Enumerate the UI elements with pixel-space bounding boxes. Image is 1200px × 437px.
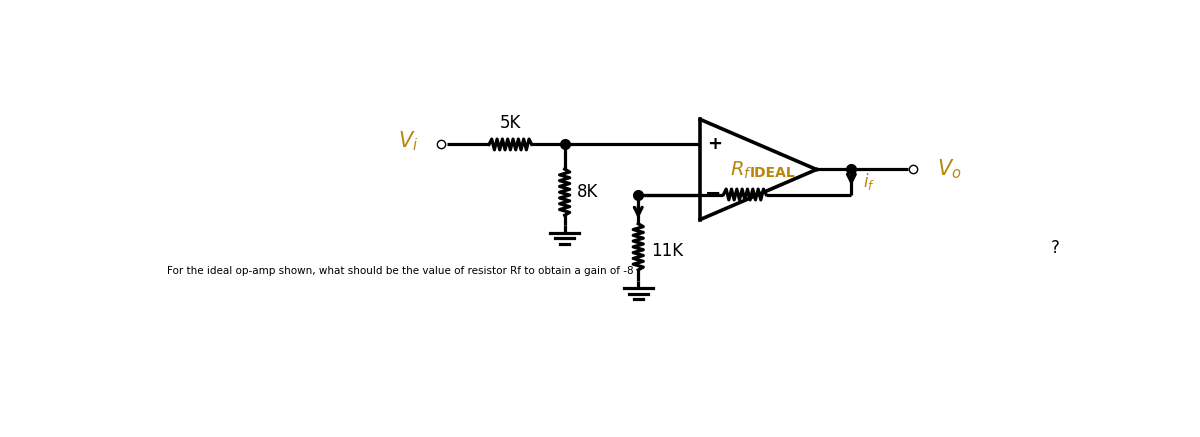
Text: $V_o$: $V_o$	[937, 157, 961, 180]
Text: ?: ?	[1051, 239, 1060, 257]
Text: −: −	[706, 184, 721, 203]
Text: 5K: 5K	[499, 114, 521, 132]
Text: $R_f$: $R_f$	[730, 160, 752, 180]
Text: For the ideal op-amp shown, what should be the value of resistor Rf to obtain a : For the ideal op-amp shown, what should …	[167, 266, 634, 276]
Text: 8K: 8K	[577, 183, 599, 201]
Text: $V_i$: $V_i$	[398, 130, 419, 153]
Text: 11K: 11K	[650, 242, 683, 260]
Text: $i_f$: $i_f$	[863, 171, 875, 192]
Text: IDEAL: IDEAL	[750, 166, 796, 180]
Text: +: +	[707, 135, 721, 153]
